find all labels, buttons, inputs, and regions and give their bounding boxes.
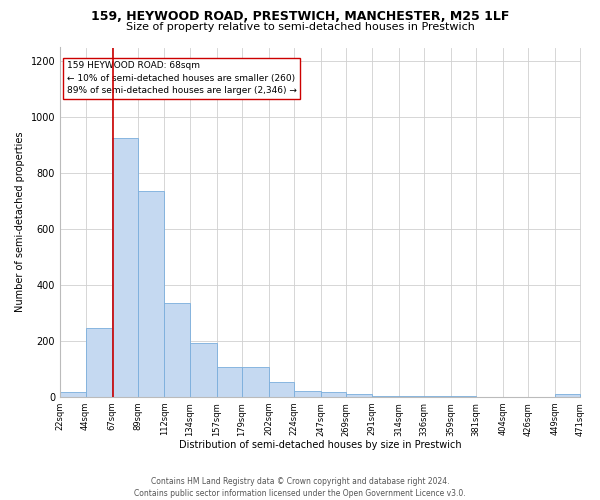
Bar bbox=[138, 192, 164, 397]
Bar bbox=[60, 392, 86, 397]
Bar bbox=[321, 392, 346, 397]
Bar bbox=[555, 394, 580, 397]
Text: 159, HEYWOOD ROAD, PRESTWICH, MANCHESTER, M25 1LF: 159, HEYWOOD ROAD, PRESTWICH, MANCHESTER… bbox=[91, 10, 509, 23]
X-axis label: Distribution of semi-detached houses by size in Prestwich: Distribution of semi-detached houses by … bbox=[179, 440, 461, 450]
Text: Contains HM Land Registry data © Crown copyright and database right 2024.
Contai: Contains HM Land Registry data © Crown c… bbox=[134, 476, 466, 498]
Bar bbox=[269, 382, 294, 397]
Bar bbox=[217, 367, 242, 397]
Bar bbox=[424, 396, 451, 397]
Text: Size of property relative to semi-detached houses in Prestwich: Size of property relative to semi-detach… bbox=[125, 22, 475, 32]
Y-axis label: Number of semi-detached properties: Number of semi-detached properties bbox=[15, 132, 25, 312]
Text: 159 HEYWOOD ROAD: 68sqm
← 10% of semi-detached houses are smaller (260)
89% of s: 159 HEYWOOD ROAD: 68sqm ← 10% of semi-de… bbox=[67, 62, 297, 96]
Bar bbox=[372, 396, 398, 397]
Bar bbox=[164, 304, 190, 397]
Bar bbox=[294, 392, 321, 397]
Bar bbox=[451, 396, 476, 397]
Bar bbox=[86, 328, 112, 397]
Bar bbox=[346, 394, 372, 397]
Bar bbox=[112, 138, 138, 397]
Bar bbox=[242, 367, 269, 397]
Bar bbox=[398, 396, 424, 397]
Bar bbox=[190, 342, 217, 397]
